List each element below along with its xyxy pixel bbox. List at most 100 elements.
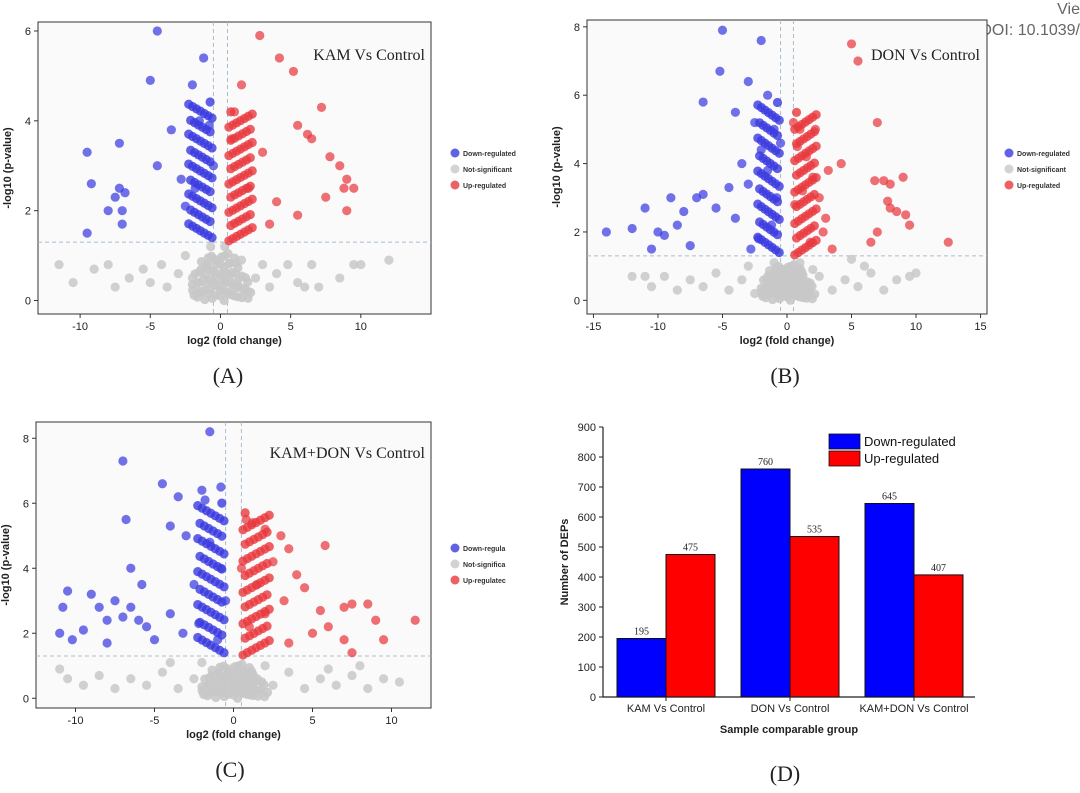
down-regulated-point (117, 206, 127, 216)
not-significant-point (138, 264, 148, 274)
up-regulated-point (247, 518, 258, 528)
down-regulated-point (753, 100, 763, 110)
panel-title: KAM Vs Control (313, 47, 425, 64)
down-regulated-point (753, 199, 763, 209)
not-significant-point (627, 271, 637, 281)
up-regulated-point (872, 227, 882, 237)
legend-label: Down-regulated (864, 434, 956, 449)
not-significant-point (698, 282, 708, 292)
not-significant-point (215, 662, 225, 672)
not-significant-point (207, 665, 217, 675)
legend-label: Up-regulated (1017, 183, 1060, 190)
not-significant-point (293, 277, 303, 288)
down-regulated-cluster (753, 97, 784, 258)
down-regulated-point (672, 220, 682, 230)
down-regulated-point (195, 518, 205, 529)
not-significant-point (55, 664, 65, 674)
legend-marker (450, 148, 460, 158)
up-regulated-point (810, 124, 820, 134)
view-text: Vie (1057, 1, 1080, 18)
down-regulated-point (711, 203, 721, 213)
not-significant-point (264, 282, 275, 292)
down-regulated-point (755, 184, 765, 194)
bar-down (616, 638, 667, 698)
up-regulated-point (811, 141, 821, 151)
down-regulated-point (640, 203, 650, 213)
legend-label: Not-significant (463, 167, 513, 174)
not-significant-point (259, 680, 269, 690)
down-regulated-point (184, 189, 194, 199)
up-regulated-point (904, 220, 915, 230)
not-significant-point (165, 657, 175, 668)
not-significant-point (237, 659, 247, 669)
bar-value-label: 195 (634, 627, 649, 638)
legend-marker (450, 543, 460, 553)
up-regulated-point (342, 206, 352, 216)
down-regulated-point (190, 183, 200, 193)
down-regulated-point (601, 227, 611, 237)
y-tick-label: 0 (574, 295, 580, 307)
down-regulated-point (205, 427, 215, 437)
x-category-label: KAM Vs Control (627, 703, 705, 715)
legend-label: Not-significa (463, 562, 505, 569)
y-tick-label: 6 (25, 26, 31, 38)
x-tick-label: 10 (355, 321, 367, 333)
legend-swatch (828, 433, 861, 450)
up-regulated-point (244, 622, 254, 632)
x-category-label: KAM+DON Vs Control (859, 703, 968, 715)
down-regulated-point (189, 579, 199, 590)
down-regulated-point (221, 596, 231, 606)
up-regulated-point (262, 590, 272, 600)
down-regulated-point (646, 244, 657, 254)
x-tick-label: 15 (974, 321, 986, 333)
not-significant-point (103, 259, 113, 270)
not-significant-point (213, 255, 223, 265)
up-regulated-point (247, 109, 257, 119)
down-regulated-point (195, 551, 205, 561)
not-significant-point (331, 680, 341, 690)
up-regulated-point (284, 544, 294, 554)
down-regulated-point (756, 35, 766, 46)
y-tick-label: 800 (578, 452, 596, 464)
not-significant-point (260, 661, 270, 671)
not-significant-point (197, 657, 207, 668)
down-regulated-point (754, 234, 764, 244)
down-regulated-point (184, 129, 194, 139)
up-regulated-point (245, 124, 255, 134)
up-regulated-point (808, 172, 818, 182)
bar-value-label: 645 (882, 492, 897, 503)
up-regulated-point (307, 134, 317, 144)
down-regulated-point (126, 563, 136, 573)
x-tick-label: -10 (650, 321, 666, 333)
down-regulated-point (743, 76, 753, 87)
not-significant-point (911, 268, 921, 278)
not-significant-point (782, 292, 792, 302)
up-regulated-point (811, 110, 821, 120)
up-regulated-point (229, 107, 240, 117)
down-regulated-point (86, 589, 96, 599)
down-regulated-point (627, 223, 637, 234)
x-tick-label: -10 (68, 715, 84, 727)
legend-label: Up-regulatec (463, 578, 506, 585)
down-regulated-point (157, 479, 167, 489)
not-significant-point (724, 285, 734, 295)
not-significant-point (743, 261, 753, 271)
down-regulated-point (176, 174, 186, 184)
bar-up (913, 574, 964, 698)
down-regulated-point (753, 133, 763, 143)
up-regulated-point (245, 209, 255, 220)
down-regulated-point (200, 495, 210, 505)
down-regulated-point (193, 501, 203, 511)
down-regulated-point (103, 206, 113, 216)
y-tick-label: 200 (578, 632, 596, 644)
up-regulated-point (811, 204, 821, 214)
down-regulated-point (193, 599, 203, 610)
up-regulated-point (827, 244, 837, 254)
x-tick-label: 5 (288, 321, 294, 333)
not-significant-point (879, 285, 889, 295)
not-significant-point (236, 683, 246, 694)
up-regulated-point (853, 56, 863, 66)
y-tick-label: 6 (574, 90, 580, 102)
not-significant-point (124, 273, 134, 283)
